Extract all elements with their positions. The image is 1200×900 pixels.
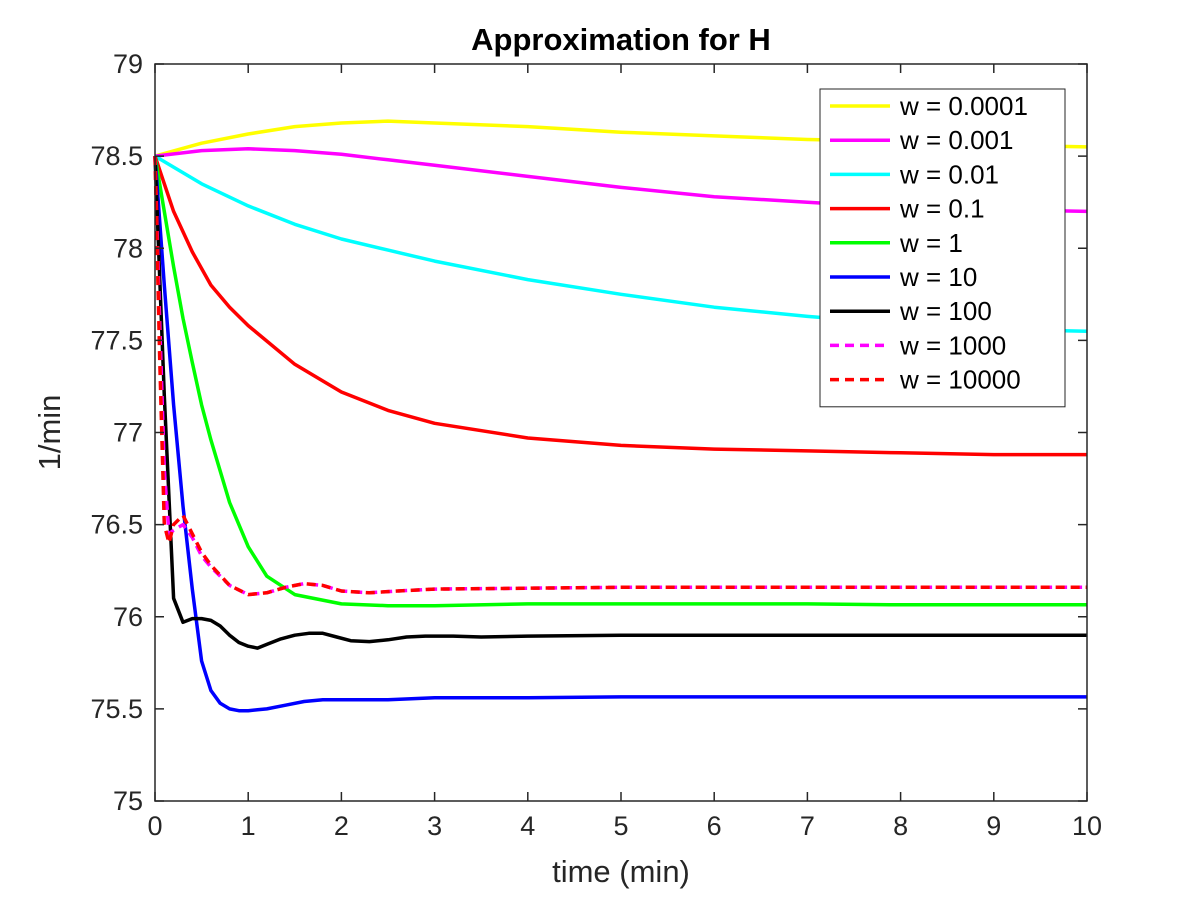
x-tick-label: 5 — [613, 811, 628, 841]
x-tick-label: 4 — [520, 811, 535, 841]
series-line-5 — [153, 155, 1087, 608]
y-tick-label: 78 — [113, 233, 143, 263]
y-tick-label: 76 — [113, 602, 143, 632]
y-tick-label: 75.5 — [90, 694, 143, 724]
legend-label-4: w = 0.1 — [899, 194, 985, 224]
x-tick-label: 1 — [241, 811, 256, 841]
x-tick-label: 9 — [986, 811, 1001, 841]
series-line-4 — [153, 155, 1087, 457]
legend-label-8: w = 1000 — [899, 330, 1006, 360]
series-line-9 — [153, 156, 1087, 597]
y-tick-label: 78.5 — [90, 141, 143, 171]
x-tick-label: 0 — [147, 811, 162, 841]
y-tick-label: 75 — [113, 786, 143, 816]
x-tick-label: 8 — [893, 811, 908, 841]
y-tick-label: 77.5 — [90, 325, 143, 355]
series-line-6 — [153, 155, 1087, 713]
series-layer — [153, 119, 1088, 713]
x-tick-label: 3 — [427, 811, 442, 841]
y-axis-label: 1/min — [32, 395, 67, 471]
legend-label-5: w = 1 — [899, 228, 963, 258]
x-tick-label: 6 — [707, 811, 722, 841]
legend-box — [819, 88, 1066, 408]
series-line-7 — [153, 156, 1087, 650]
legend-label-2: w = 0.001 — [899, 125, 1013, 155]
x-tick-label: 7 — [800, 811, 815, 841]
legend-label-3: w = 0.01 — [899, 159, 999, 189]
y-tick-label: 79 — [113, 49, 143, 79]
x-axis-label: time (min) — [552, 854, 690, 889]
legend-label-9: w = 10000 — [899, 365, 1021, 395]
y-tick-label: 76.5 — [90, 510, 143, 540]
legend-label-6: w = 10 — [899, 262, 977, 292]
x-tick-label: 2 — [334, 811, 349, 841]
y-tick-label: 77 — [113, 418, 143, 448]
chart-title: Approximation for H — [471, 22, 771, 57]
legend: w = 0.0001 w = 0.001 w = 0.01 w = 0.1 w = 1 w… — [819, 88, 1066, 408]
x-tick-label: 10 — [1072, 811, 1102, 841]
legend-label-7: w = 100 — [899, 296, 992, 326]
legend-label-1: w = 0.0001 — [899, 91, 1028, 121]
